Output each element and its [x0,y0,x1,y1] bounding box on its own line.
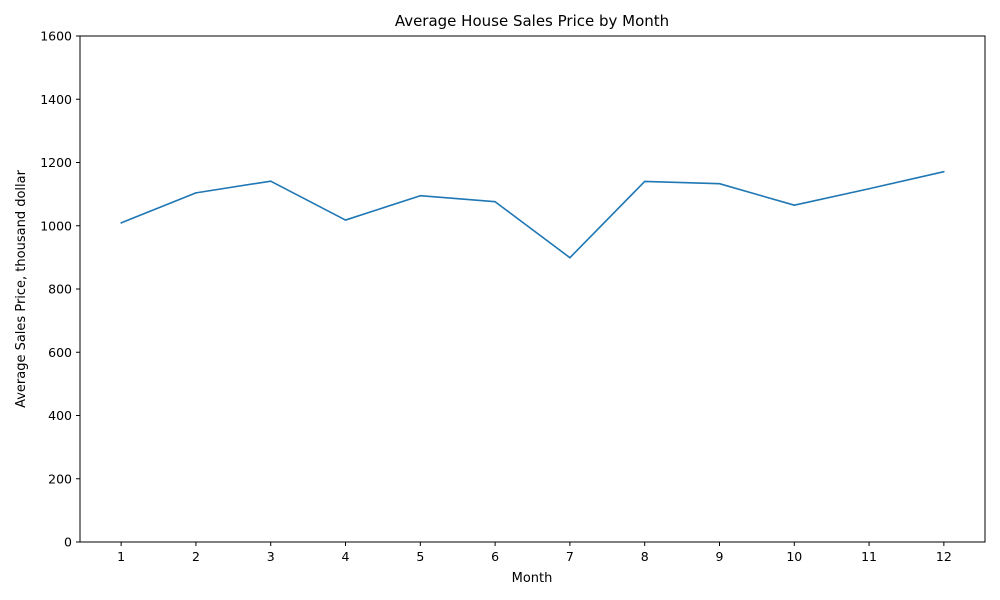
data-point [643,180,646,183]
y-tick-label: 200 [48,471,72,486]
data-point [494,200,496,203]
y-tick-label: 1600 [40,29,72,44]
y-tick-label: 1000 [40,218,72,233]
data-point [120,222,122,224]
x-axis-label: Month [512,571,553,586]
y-tick-label: 400 [48,408,72,423]
data-point [344,219,347,221]
data-point [419,194,422,197]
y-tick-label: 1200 [40,155,72,170]
data-point [868,187,870,190]
x-tick-label: 9 [716,549,724,564]
y-axis-ticks: 0 200 400 600 800 1000 1200 1400 1600 [40,29,80,550]
data-point [195,192,197,194]
x-tick-label: 4 [342,549,350,564]
y-tick-label: 1400 [40,92,72,107]
x-tick-label: 1 [117,549,125,564]
chart-title: Average House Sales Price by Month [395,12,669,30]
y-tick-label: 0 [64,535,72,550]
x-axis-ticks: 1 2 3 4 5 6 7 8 9 10 11 12 [117,542,952,564]
y-axis-label: Average Sales Price, thousand dollar [14,169,29,408]
data-point [943,170,945,173]
data-point [718,182,721,185]
y-tick-label: 800 [48,282,72,297]
x-tick-label: 6 [491,549,499,564]
x-tick-label: 5 [416,549,424,564]
x-tick-label: 8 [641,549,649,564]
data-point [269,180,272,182]
data-point [793,204,796,206]
plot-area-frame [79,35,986,543]
data-point [569,256,571,259]
y-tick-label: 600 [48,345,72,360]
series-line [120,170,945,259]
series-layer [120,170,945,259]
x-tick-label: 7 [566,549,574,564]
x-tick-label: 3 [267,549,275,564]
x-tick-label: 11 [861,549,877,564]
x-tick-label: 10 [786,549,802,564]
x-tick-label: 12 [936,549,952,564]
x-tick-label: 2 [192,549,200,564]
